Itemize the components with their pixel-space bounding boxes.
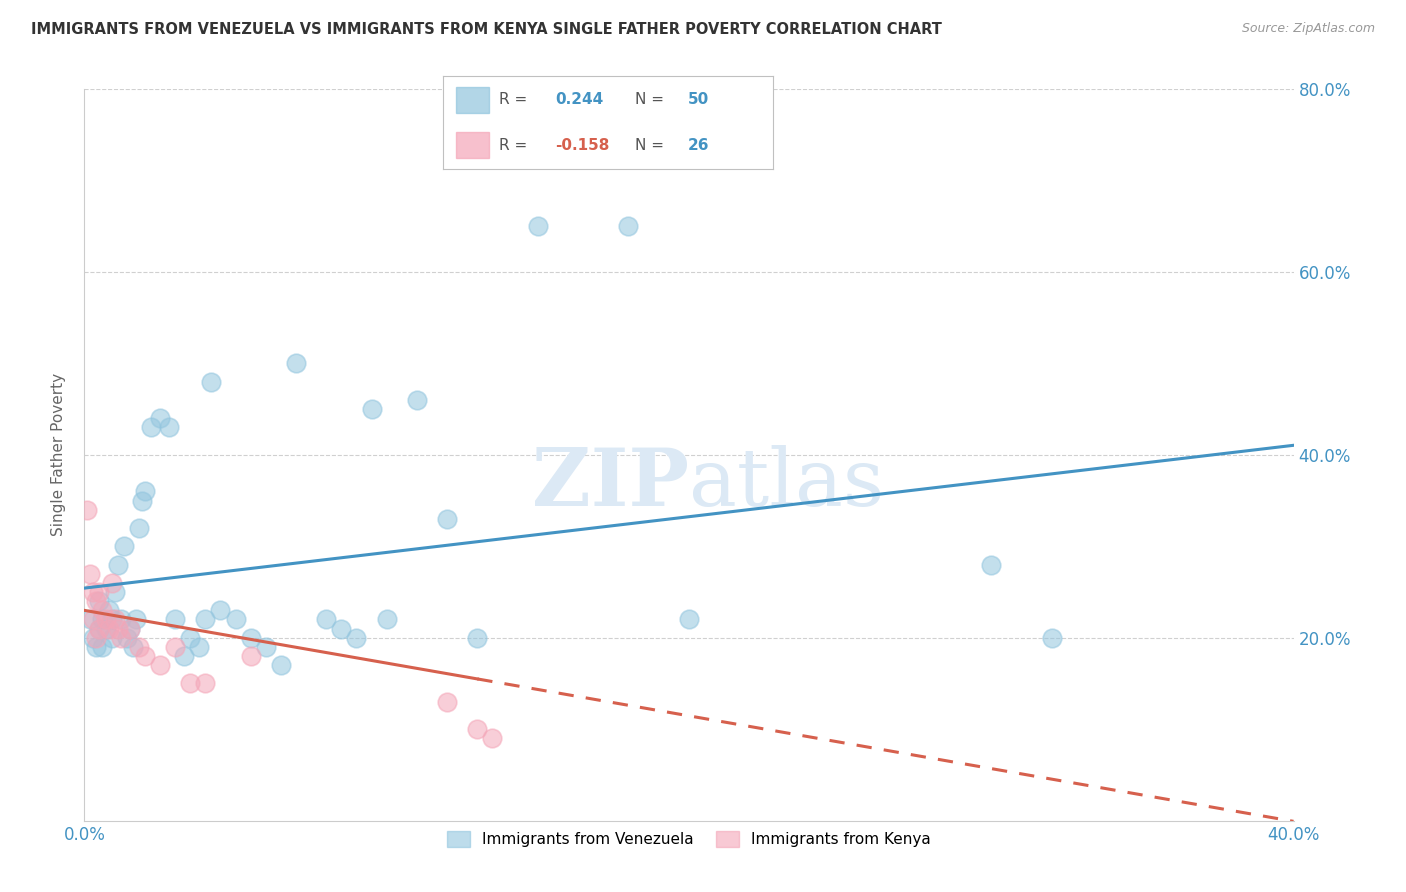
Point xyxy=(239,631,262,645)
Point xyxy=(467,631,489,645)
Point xyxy=(209,603,232,617)
Point xyxy=(225,613,247,627)
Point xyxy=(527,219,550,234)
Text: R =: R = xyxy=(499,138,527,153)
Point xyxy=(285,356,308,371)
Point xyxy=(118,622,141,636)
Point xyxy=(149,411,172,425)
Point xyxy=(100,631,122,645)
Point xyxy=(110,613,132,627)
Point xyxy=(118,622,141,636)
Point xyxy=(110,631,132,645)
Point xyxy=(89,622,111,636)
Point xyxy=(104,585,127,599)
Text: atlas: atlas xyxy=(689,445,884,524)
Point xyxy=(91,603,114,617)
Point xyxy=(104,613,127,627)
Point xyxy=(128,521,150,535)
Point xyxy=(125,613,148,627)
Point xyxy=(97,622,120,636)
Point xyxy=(254,640,277,654)
Point xyxy=(173,649,195,664)
Point xyxy=(107,622,129,636)
Y-axis label: Single Father Poverty: Single Father Poverty xyxy=(51,374,66,536)
Point xyxy=(128,640,150,654)
Point xyxy=(86,640,108,654)
Point xyxy=(121,640,143,654)
Text: ZIP: ZIP xyxy=(531,445,689,524)
Point xyxy=(375,613,398,627)
Text: R =: R = xyxy=(499,92,527,107)
Point xyxy=(149,658,172,673)
Point xyxy=(91,613,114,627)
Point xyxy=(406,392,429,407)
Point xyxy=(76,503,98,517)
Point xyxy=(165,613,187,627)
Point xyxy=(82,585,104,599)
Point xyxy=(131,493,153,508)
Point xyxy=(89,585,111,599)
Point xyxy=(360,402,382,417)
Point xyxy=(239,649,262,664)
Text: N =: N = xyxy=(634,138,664,153)
Point xyxy=(194,613,217,627)
Point xyxy=(678,613,700,627)
Point xyxy=(100,576,122,591)
Point xyxy=(436,695,458,709)
Text: -0.158: -0.158 xyxy=(555,138,610,153)
Point xyxy=(91,640,114,654)
Point xyxy=(82,631,104,645)
Point xyxy=(86,594,108,608)
Text: IMMIGRANTS FROM VENEZUELA VS IMMIGRANTS FROM KENYA SINGLE FATHER POVERTY CORRELA: IMMIGRANTS FROM VENEZUELA VS IMMIGRANTS … xyxy=(31,22,942,37)
Point xyxy=(270,658,292,673)
Point xyxy=(194,676,217,690)
Text: 26: 26 xyxy=(688,138,709,153)
Point xyxy=(436,512,458,526)
Point xyxy=(94,622,117,636)
Point xyxy=(617,219,640,234)
Point xyxy=(79,613,101,627)
FancyBboxPatch shape xyxy=(456,132,489,158)
Point xyxy=(89,622,111,636)
Point xyxy=(330,622,353,636)
Text: 50: 50 xyxy=(688,92,709,107)
Point xyxy=(188,640,211,654)
Point xyxy=(315,613,337,627)
FancyBboxPatch shape xyxy=(456,87,489,113)
Point xyxy=(79,566,101,581)
Point xyxy=(115,631,138,645)
Text: N =: N = xyxy=(634,92,664,107)
Point xyxy=(134,649,156,664)
Point xyxy=(481,731,503,746)
Point xyxy=(82,613,104,627)
Point xyxy=(100,613,122,627)
Point xyxy=(179,676,201,690)
Point xyxy=(112,539,135,553)
Point xyxy=(157,420,180,434)
Point xyxy=(165,640,187,654)
Text: 0.244: 0.244 xyxy=(555,92,603,107)
Point xyxy=(107,558,129,572)
Point xyxy=(89,594,111,608)
Point xyxy=(200,375,222,389)
Point xyxy=(1040,631,1063,645)
Text: Source: ZipAtlas.com: Source: ZipAtlas.com xyxy=(1241,22,1375,36)
Point xyxy=(980,558,1002,572)
Point xyxy=(467,723,489,737)
Point xyxy=(94,613,117,627)
Point xyxy=(346,631,368,645)
Point xyxy=(134,484,156,499)
Point xyxy=(139,420,162,434)
Point xyxy=(179,631,201,645)
Point xyxy=(86,631,108,645)
Point xyxy=(97,603,120,617)
Legend: Immigrants from Venezuela, Immigrants from Kenya: Immigrants from Venezuela, Immigrants fr… xyxy=(440,825,938,854)
